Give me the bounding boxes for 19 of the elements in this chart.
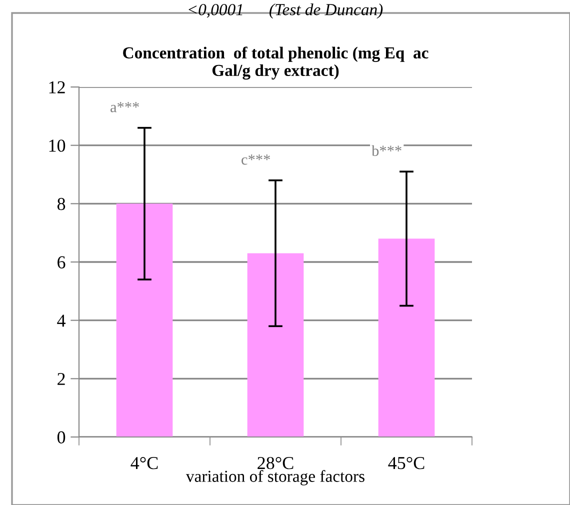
y-tick-label: 6 [58,256,66,268]
annotation: b*** [372,145,402,156]
bar [378,238,435,437]
y-tick-label: 0 [57,431,66,444]
y-tick-label: 4 [57,314,66,327]
y-tick-label: 10 [49,140,66,152]
annotation: c*** [242,154,270,165]
y-tick-label: 12 [49,81,65,94]
x-axis-title: variation of storage factors [186,470,364,486]
y-tick-label: 8 [57,198,66,210]
bar [247,253,304,437]
annotation: a*** [110,102,139,112]
x-tick-label: 28°C [258,456,294,470]
bar [116,204,173,437]
chart-title: Concentration of total phenolic (mg Eq ac Gal/g dry extract) [123,46,428,80]
x-tick-label: 4°C [130,456,158,470]
text: <0,0001 (Test de Duncan) [188,4,383,19]
x-tick-label: 45°C [388,456,424,470]
y-tick-label: 2 [58,372,65,385]
